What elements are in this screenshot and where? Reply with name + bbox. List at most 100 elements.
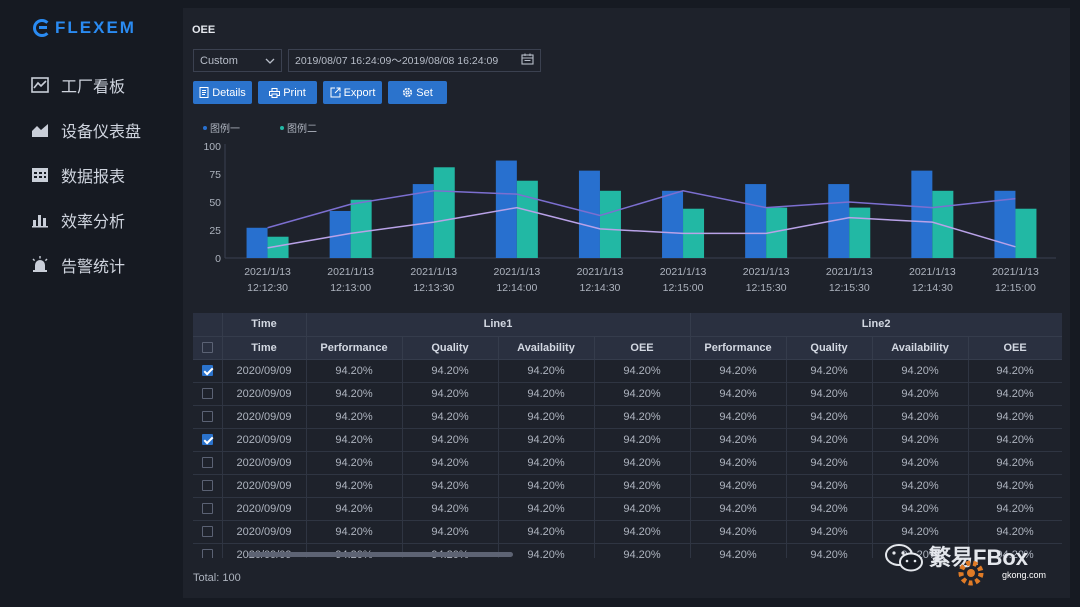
sidebar-item-device-dashboard[interactable]: 设备仪表盘 [30, 107, 141, 152]
row-checkbox[interactable] [201, 411, 213, 423]
row-checkbox[interactable] [201, 365, 213, 377]
table-cell: 94.20% [498, 543, 595, 558]
table-cell: 94.20% [402, 474, 499, 498]
bar-2 [849, 207, 871, 258]
table-cell-checkbox [193, 405, 223, 429]
row-checkbox[interactable] [201, 480, 213, 492]
wechat-icon [885, 544, 923, 572]
set-button[interactable]: Set [388, 81, 447, 104]
table-cell-checkbox [193, 543, 223, 558]
bar-1 [745, 184, 767, 258]
table-column-header[interactable]: Availability [498, 336, 595, 360]
table-header-cell [193, 313, 223, 337]
table-cell: 2020/09/09 [222, 451, 307, 475]
x-tick-label-date: 2021/1/13 [826, 266, 873, 278]
select-all-checkbox[interactable] [201, 342, 213, 354]
table-body: 2020/09/09 94.20% 94.20% 94.20% 94.20% 94.20%… [193, 359, 1062, 558]
legend-marker [280, 126, 284, 130]
row-checkbox[interactable] [201, 526, 213, 538]
x-tick-label-date: 2021/1/13 [244, 266, 291, 278]
table-cell: 94.20% [690, 405, 787, 429]
table-cell: 94.20% [786, 405, 873, 429]
table-cell: 94.20% [968, 497, 1062, 521]
sidebar-item-efficiency-analysis[interactable]: 效率分析 [30, 197, 141, 242]
table-column-header[interactable]: OEE [594, 336, 691, 360]
table-cell: 94.20% [786, 451, 873, 475]
details-button[interactable]: Details [193, 81, 252, 104]
x-tick-label-time: 12:14:30 [912, 282, 953, 294]
sidebar-item-label: 设备仪表盘 [61, 123, 142, 141]
table-cell-checkbox [193, 359, 223, 383]
row-checkbox[interactable] [201, 388, 213, 400]
table-icon [30, 165, 50, 185]
table-cell: 94.20% [306, 359, 403, 383]
table-cell: 94.20% [968, 359, 1062, 383]
table-column-header[interactable]: Performance [690, 336, 787, 360]
series-line-1 [267, 190, 1016, 229]
row-checkbox[interactable] [201, 434, 213, 446]
table-cell: 94.20% [872, 405, 969, 429]
table-column-header[interactable]: Quality [786, 336, 873, 360]
date-range-picker[interactable]: 2019/08/07 16:24:09～2019/08/08 16:24:09 [288, 49, 541, 72]
sidebar-item-alarm-stats[interactable]: 告警统计 [30, 242, 141, 287]
sidebar-item-data-report[interactable]: 数据报表 [30, 152, 141, 197]
table-cell: 94.20% [498, 520, 595, 544]
mode-select[interactable]: Custom [193, 49, 282, 72]
sidebar-item-factory-board[interactable]: 工厂看板 [30, 62, 141, 107]
main-panel: OEE Custom 2019/08/07 16:24:09～2019/08/0… [183, 8, 1070, 598]
mode-select-value: Custom [200, 54, 238, 67]
table-cell: 94.20% [498, 474, 595, 498]
table-cell: 94.20% [402, 520, 499, 544]
table-cell: 2020/09/09 [222, 520, 307, 544]
table-cell: 94.20% [306, 497, 403, 521]
export-icon [330, 87, 341, 98]
table-cell: 94.20% [306, 405, 403, 429]
table-column-header[interactable]: OEE [968, 336, 1062, 360]
export-button[interactable]: Export [323, 81, 382, 104]
table-cell: 2020/09/09 [222, 405, 307, 429]
table-cell: 94.20% [872, 543, 969, 558]
bar-2 [350, 199, 372, 258]
table-cell: 94.20% [306, 428, 403, 452]
row-checkbox[interactable] [201, 503, 213, 515]
table-cell: 2020/09/09 [222, 474, 307, 498]
bar-1 [412, 184, 434, 258]
sidebar-item-label: 告警统计 [61, 258, 126, 276]
row-checkbox[interactable] [201, 457, 213, 469]
table-cell: 94.20% [968, 382, 1062, 406]
table-cell: 94.20% [690, 359, 787, 383]
print-button[interactable]: Print [258, 81, 317, 104]
table-cell: 2020/09/09 [222, 382, 307, 406]
table-cell: 94.20% [968, 428, 1062, 452]
sidebar: FLEXEM 工厂看板 设备仪表盘 数据报表 效率分析 [0, 0, 175, 607]
flexem-logo-icon [33, 19, 51, 37]
scrollbar-thumb[interactable] [248, 552, 513, 557]
horizontal-scrollbar[interactable] [193, 551, 1062, 557]
table-column-header[interactable]: Quality [402, 336, 499, 360]
table-cell: 94.20% [786, 543, 873, 558]
table-cell: 94.20% [498, 497, 595, 521]
table-cell: 94.20% [968, 451, 1062, 475]
table-cell: 94.20% [402, 451, 499, 475]
table-cell: 94.20% [594, 520, 691, 544]
table-cell: 94.20% [786, 428, 873, 452]
table-cell: 94.20% [690, 497, 787, 521]
table-column-header[interactable]: Performance [306, 336, 403, 360]
table-cell: 94.20% [786, 520, 873, 544]
table-cell: 94.20% [594, 359, 691, 383]
row-checkbox[interactable] [201, 549, 213, 558]
logo[interactable]: FLEXEM [33, 17, 136, 39]
table-cell: 94.20% [968, 543, 1062, 558]
table-column-header[interactable]: Time [222, 336, 307, 360]
x-tick-label-date: 2021/1/13 [493, 266, 540, 278]
table-column-header[interactable]: Availability [872, 336, 969, 360]
table-cell-checkbox [193, 520, 223, 544]
